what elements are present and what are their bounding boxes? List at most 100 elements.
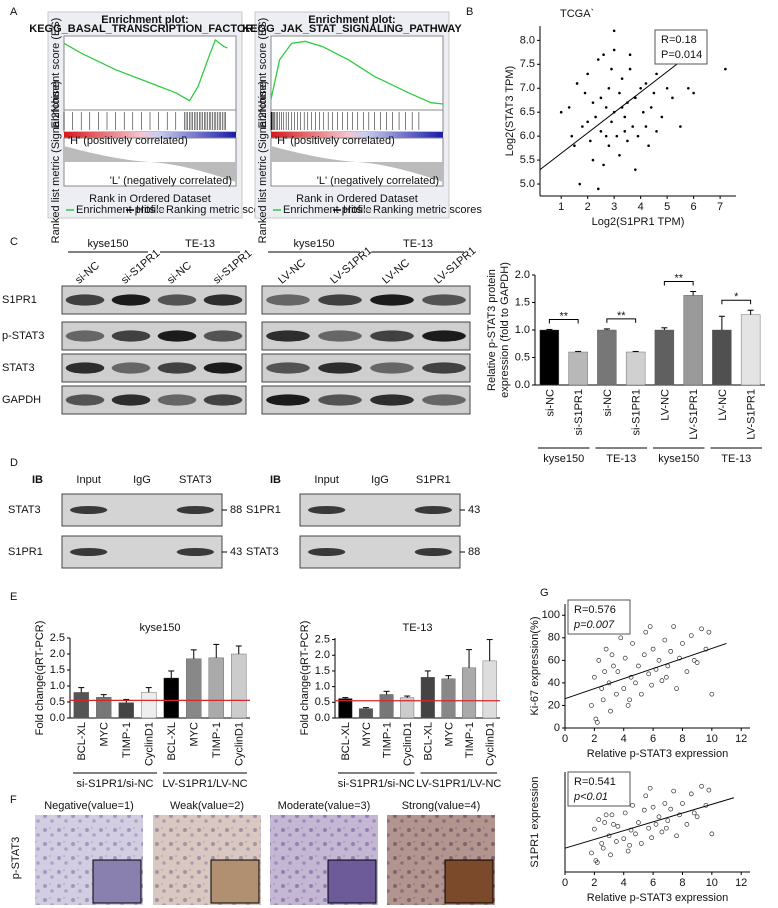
point xyxy=(650,804,656,810)
fit-line xyxy=(564,642,727,700)
point xyxy=(591,158,595,162)
x-tick-label: si-S1PR1 xyxy=(573,389,585,435)
y-tick-label: 0.5 xyxy=(315,696,330,708)
panel-letter: F xyxy=(10,794,17,806)
x-axis-label: Log2(S1PR1 TPM) xyxy=(592,216,685,228)
mw-label: 88 xyxy=(230,504,242,516)
y-axis-label: Fold change(qRT-PCR) xyxy=(34,621,46,736)
point xyxy=(594,720,600,725)
x-tick-label: LV-NC xyxy=(659,389,671,421)
point xyxy=(724,67,727,71)
gsea-pos: 'H' (positively correlated) xyxy=(275,135,395,147)
ihc-label: Strong(value=4) xyxy=(402,800,481,812)
blot-band xyxy=(414,548,453,556)
bar xyxy=(141,692,157,719)
y-tick-label: 0.5 xyxy=(515,351,530,363)
point xyxy=(567,106,571,109)
ihc-inset xyxy=(92,859,142,904)
point xyxy=(599,96,603,100)
blot-band xyxy=(111,330,151,342)
gsea-legend: Hits xyxy=(136,204,155,216)
blot-row-label: S1PR1 xyxy=(246,504,281,516)
panel-letter: C xyxy=(10,236,18,248)
y-tick-label: 100 xyxy=(542,609,560,621)
point xyxy=(655,72,658,76)
point xyxy=(625,703,631,708)
blot-lane: si-NC xyxy=(73,260,102,287)
y-tick-label: 0 xyxy=(554,722,560,734)
x-tick-label: CyclinD1 xyxy=(402,722,414,766)
point xyxy=(646,671,652,677)
y-tick-label: 1.0 xyxy=(315,681,330,693)
bar xyxy=(73,692,89,719)
blot-band xyxy=(157,362,197,374)
point xyxy=(671,96,674,100)
panel-letter: G xyxy=(540,587,549,599)
blot-lane: si-S1PR1 xyxy=(119,247,162,286)
blot-band xyxy=(203,394,243,406)
bar xyxy=(379,694,394,719)
y-tick-label: 0.0 xyxy=(315,712,330,724)
bar xyxy=(712,329,732,386)
point xyxy=(691,810,697,816)
point xyxy=(680,801,685,806)
annotation: R=0.18 xyxy=(661,34,697,46)
gsea-title: Enrichment plot: xyxy=(101,14,188,26)
point xyxy=(633,831,638,837)
chart-title: kyse150 xyxy=(140,622,181,634)
point xyxy=(691,658,697,663)
point xyxy=(636,820,641,825)
blot-group: kyse150 xyxy=(88,238,129,250)
x-tick-label: si-NC xyxy=(544,389,556,417)
point xyxy=(592,674,597,680)
group-label: kyse150 xyxy=(543,453,584,465)
point xyxy=(638,691,644,697)
point xyxy=(591,101,595,104)
x-tick-label: BCL-XL xyxy=(340,722,352,761)
gsea-legend: Ranking metric scores xyxy=(373,204,482,216)
blot-band xyxy=(203,330,243,342)
point xyxy=(610,67,613,71)
blot-band xyxy=(318,330,362,342)
point xyxy=(641,652,647,658)
annotation: P=0.014 xyxy=(661,49,702,61)
bar xyxy=(186,658,202,719)
x-tick-label: MYC xyxy=(189,722,201,747)
bar xyxy=(482,660,497,719)
point xyxy=(692,91,695,95)
point xyxy=(599,686,605,691)
y-tick-label: 2.0 xyxy=(515,269,530,281)
point xyxy=(620,77,624,80)
point xyxy=(623,130,627,133)
annotation: R=0.576 xyxy=(574,604,616,616)
x-tick-label: BCL-XL xyxy=(166,722,178,761)
significance-bracket xyxy=(663,281,694,286)
blot-band xyxy=(422,294,466,306)
blot-lane: LV-NC xyxy=(380,257,412,287)
mw-label: 43 xyxy=(230,546,242,558)
point xyxy=(674,833,679,839)
bar xyxy=(118,702,134,719)
significance: * xyxy=(734,291,739,303)
point xyxy=(679,125,682,128)
chart-title: TCGA` xyxy=(560,8,594,20)
y-axis-label: S1PR1 expression xyxy=(529,776,541,867)
blot-band xyxy=(203,362,243,374)
bar xyxy=(597,329,617,386)
y-tick-label: 2.5 xyxy=(315,633,330,645)
point xyxy=(626,139,629,143)
point xyxy=(600,845,606,851)
point xyxy=(646,825,652,831)
point xyxy=(559,110,563,114)
bar xyxy=(683,295,703,386)
point xyxy=(618,635,624,641)
point xyxy=(688,791,694,797)
point xyxy=(665,86,669,90)
rank-colorbar xyxy=(64,132,236,138)
gsea-neg: 'L' (negatively correlated) xyxy=(317,175,439,187)
chart-title: TE-13 xyxy=(403,622,433,634)
point xyxy=(671,624,677,629)
y-tick-label: 6.0 xyxy=(520,130,535,142)
x-tick-label: 8 xyxy=(679,877,685,889)
